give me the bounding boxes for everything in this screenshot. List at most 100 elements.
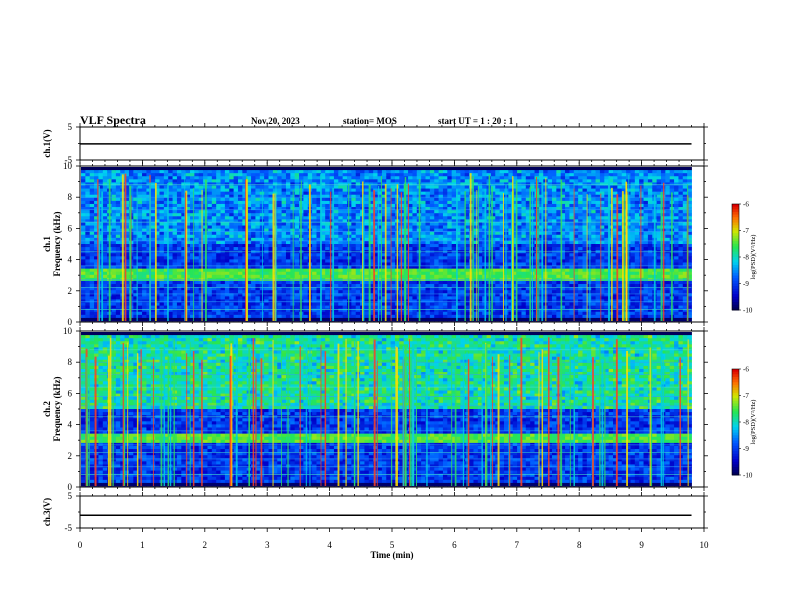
spectrogram-cell [98,311,104,316]
spectrogram-cell [194,197,200,202]
spectrogram-cell [277,203,282,208]
spectrogram-cell [438,259,444,263]
spectrogram-cell [381,247,387,251]
spectrogram-cell [277,268,282,273]
spectrogram-cell [211,197,217,202]
spectrogram-cell [303,284,309,288]
spectrogram-cell [456,237,461,242]
spectrogram-cell [442,173,448,177]
spectrogram-cell [333,188,339,193]
spectrogram-cell [172,231,178,236]
spectrogram-cell [368,287,374,291]
spectrogram-cell [364,210,370,214]
spectrogram-cell [133,247,139,251]
spectrogram-cell [320,231,326,236]
spectrogram-cell [285,188,291,193]
spectrogram-cell [442,185,448,189]
spectrogram-cell [434,210,439,214]
spectrogram-cell [172,173,178,177]
spectrogram-cell [381,182,387,186]
spectrogram-cell [107,170,112,174]
spectrogram-cell [456,305,461,310]
spectrogram-cell [429,256,435,260]
spectrogram-cell [482,170,487,174]
spectrogram-cell [320,308,326,313]
spectrogram-cell [229,191,235,196]
spectrogram-cell [137,207,143,211]
spectrogram-cell [281,225,287,229]
spectrogram-cell [94,173,99,177]
spectrogram-cell [456,265,461,270]
spectrogram-cell [176,287,182,291]
spectrogram-cell [185,210,191,214]
spectrogram-cell [85,268,91,273]
spectrogram-cell [181,244,187,248]
spectrogram-cell [312,268,317,273]
spectrogram-cell [477,219,483,223]
spectrogram-cell [89,200,95,205]
spectrogram-cell [281,191,287,196]
spectrogram-cell [281,203,287,208]
spectrogram-cell [281,237,287,242]
spectrogram-cell [316,268,322,273]
spectrogram-cell [163,308,169,313]
spectrogram-cell [360,170,365,174]
spectrogram-cell [150,284,156,288]
spectrogram-cell [447,173,453,177]
spectrogram-cell [490,271,496,276]
spectrogram-cell [421,284,426,288]
spectrogram-cell [224,268,230,273]
spectrogram-cell [181,222,187,226]
spectrogram-cell [264,182,269,186]
spectrogram-cell [102,179,108,183]
spectrogram-cell [176,240,182,245]
spectrogram-cell [285,293,291,297]
spectrogram-cell [237,173,243,177]
spectrogram-cell [425,244,431,248]
spectrogram-cell [211,188,217,193]
spectrogram-cell [373,311,378,316]
spectrogram-cell [303,207,309,211]
spectrogram-cell [464,216,470,220]
spectrogram-cell [137,314,143,319]
spectrogram-cell [137,231,143,236]
spectrogram-cell [255,219,261,223]
spectrogram-cell [194,240,200,245]
spectrogram-cell [176,253,182,257]
spectrogram-cell [181,219,187,223]
spectrogram-cell [355,197,361,202]
spectrogram-cell [224,308,230,313]
spectrogram-cell [373,213,378,217]
spectrogram-cell [102,203,108,208]
spectrogram-cell [251,234,256,239]
spectrogram-cell [203,167,208,171]
spectrogram-cell [373,219,378,223]
spectrogram-cell [290,225,296,229]
spectrogram-cell [242,216,248,220]
spectrogram-cell [412,253,418,257]
spectrogram-cell [237,203,243,208]
spectrogram-cell [351,244,357,248]
spectrogram-cell [246,216,252,220]
spectrogram-cell [303,188,309,193]
spectrogram-cell [325,182,330,186]
spectrogram-cell [146,259,152,263]
spectrogram-cell [451,299,457,303]
spectrogram-cell [434,287,439,291]
spectrogram-cell [333,194,339,199]
spectrogram-cell [246,302,252,306]
spectrogram-cell [155,314,160,319]
spectrogram-cell [312,287,317,291]
spectrogram-cell [342,213,348,217]
spectrogram-cell [408,194,413,199]
spectrogram-cell [237,170,243,174]
spectrogram-cell [98,173,104,177]
spectrogram-cell [176,284,182,288]
spectrogram-cell [181,311,187,316]
spectrogram-cell [312,213,317,217]
spectrogram-cell [115,240,121,245]
spectrogram-cell [421,311,426,316]
spectrogram-cell [473,179,479,183]
spectrogram-cell [329,287,335,291]
spectrogram-cell [329,296,335,300]
